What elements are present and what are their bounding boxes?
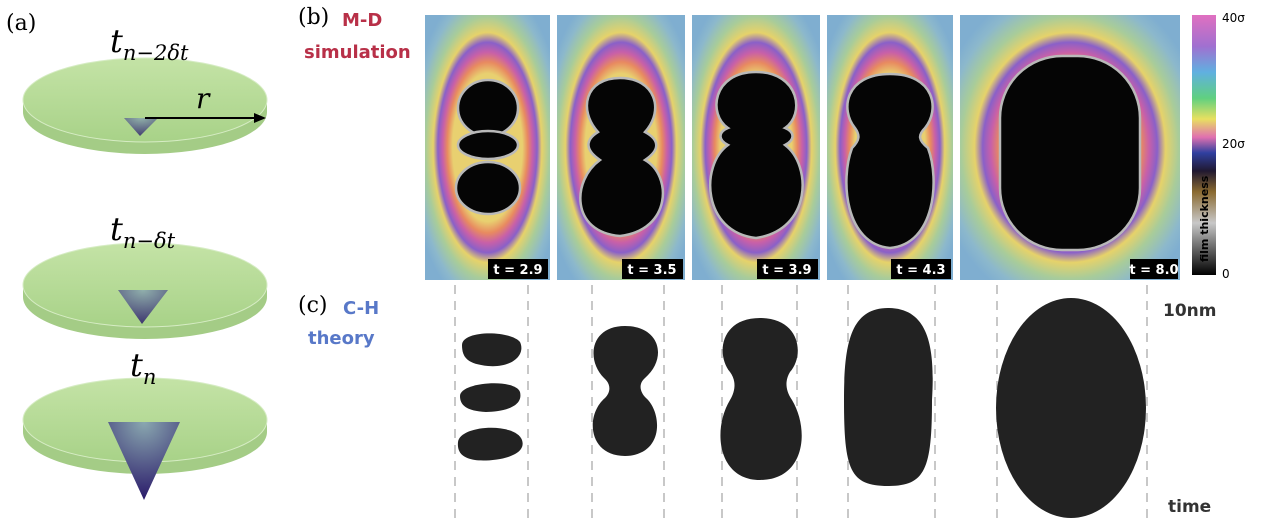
shape-path [593,326,658,456]
panel-title: C-H [343,298,379,319]
figure: (a) r tn−2δt tn−δt tn (b) M-D simulation… [0,0,1275,520]
shape-ellipse [996,298,1146,518]
shape-ellipse [456,162,520,214]
shape-path [462,333,521,366]
panel-label: (c) [298,293,328,318]
snapshot [960,15,1180,280]
disc [23,378,267,500]
scale-label: 10nm [1163,301,1216,321]
time-base: t [110,22,123,60]
time-base: t [130,346,143,384]
time-stamp: t = 8.0 [1129,263,1178,278]
time-sub: n−δt [123,229,176,253]
snapshot [557,15,685,280]
disc [23,58,267,154]
colorbar-tick: 20σ [1222,137,1245,151]
shape-path [844,308,933,486]
snapshot [425,15,550,280]
snapshot [827,15,953,280]
shape-ellipse [458,131,518,159]
radius-label: r [196,82,211,115]
panel-title: simulation [304,42,411,63]
shape-path [846,74,933,248]
panel-label: (a) [6,11,36,36]
time-label: tn−2δt [110,22,189,65]
time-sub: n [143,365,157,389]
axis-label: time [1168,497,1211,517]
shape-path [460,383,520,412]
shape-path [710,72,802,238]
shape-path [458,428,523,461]
time-label: tn−δt [110,210,176,253]
time-sub: n−2δt [123,41,189,65]
shape-ellipse [458,80,518,136]
colorbar-tick: 0 [1222,267,1230,281]
colorbar-label: film thickness [1198,175,1211,262]
disc [23,243,267,339]
panel-title: theory [308,328,375,349]
time-stamp: t = 3.9 [762,263,811,278]
time-label: tn [130,346,156,389]
shape-rect [1000,56,1140,250]
time-stamp: t = 3.5 [627,263,676,278]
snapshot [692,15,820,280]
time-stamp: t = 4.3 [896,263,945,278]
theory-shapes [458,298,1146,518]
time-stamp: t = 2.9 [493,263,542,278]
panel-title: M-D [342,10,382,31]
panel-label: (b) [298,5,329,30]
colorbar-tick: 40σ [1222,11,1245,25]
time-base: t [110,210,123,248]
shape-path [720,318,801,480]
